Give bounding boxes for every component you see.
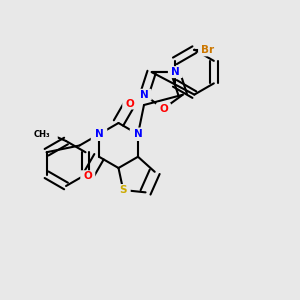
FancyBboxPatch shape <box>198 43 218 56</box>
Text: N: N <box>140 90 148 100</box>
FancyBboxPatch shape <box>137 89 152 101</box>
FancyBboxPatch shape <box>130 128 146 141</box>
FancyBboxPatch shape <box>116 184 131 196</box>
Text: CH₃: CH₃ <box>34 130 50 139</box>
Text: N: N <box>94 129 103 139</box>
Text: O: O <box>83 171 92 181</box>
Text: O: O <box>159 104 168 114</box>
FancyBboxPatch shape <box>168 66 183 78</box>
FancyBboxPatch shape <box>122 98 137 110</box>
Text: O: O <box>125 98 134 109</box>
Text: S: S <box>119 185 127 195</box>
Text: N: N <box>134 129 142 139</box>
Text: Br: Br <box>201 45 214 55</box>
FancyBboxPatch shape <box>80 170 95 182</box>
FancyBboxPatch shape <box>156 103 171 115</box>
FancyBboxPatch shape <box>43 128 58 140</box>
Text: N: N <box>171 67 180 77</box>
FancyBboxPatch shape <box>91 128 107 141</box>
